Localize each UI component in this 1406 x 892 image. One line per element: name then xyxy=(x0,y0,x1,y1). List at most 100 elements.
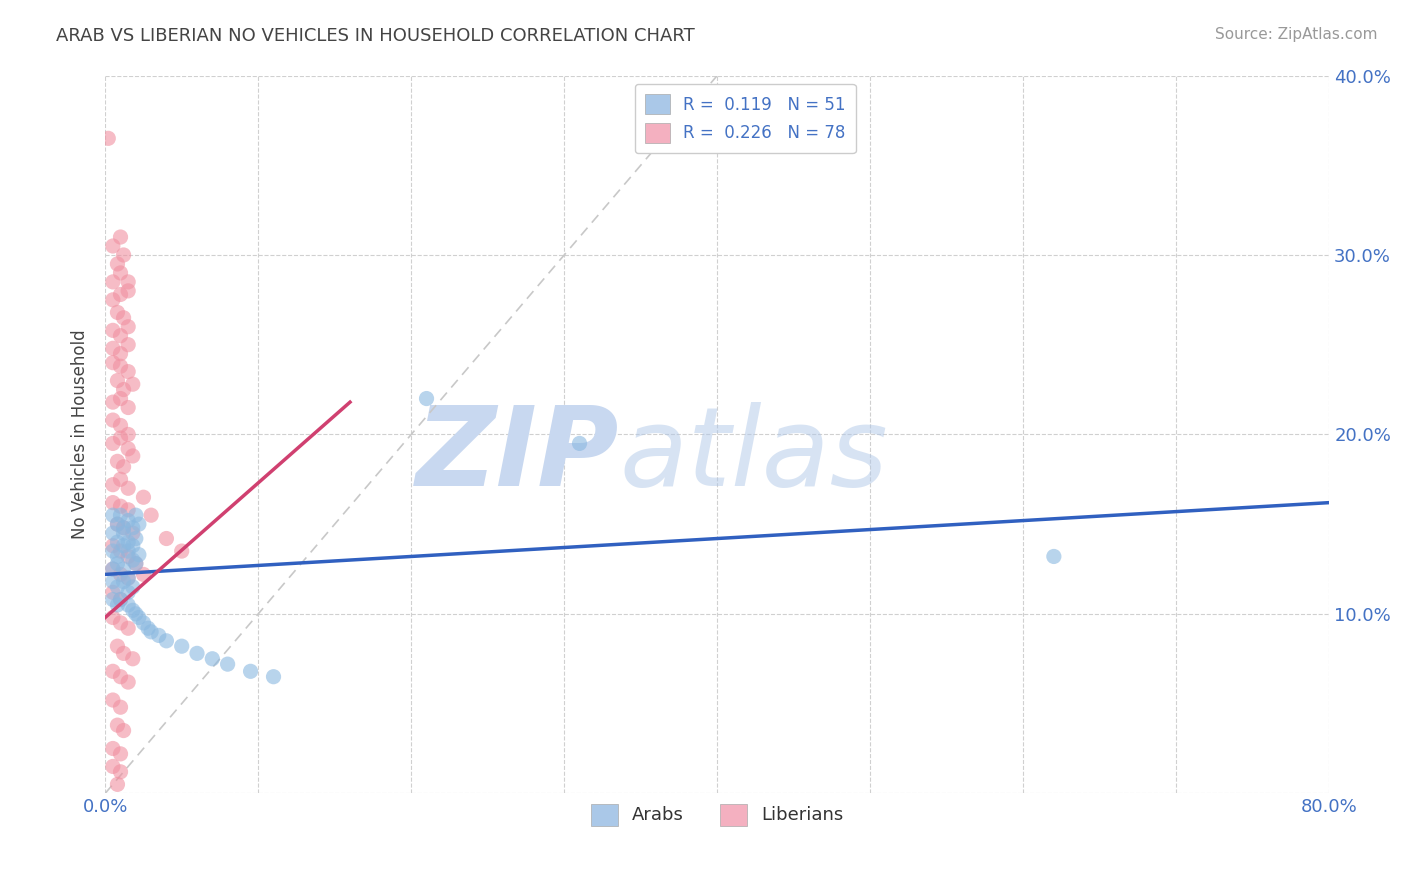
Point xyxy=(110,431,132,445)
Point xyxy=(139,508,162,523)
Point xyxy=(125,607,148,621)
Point xyxy=(101,585,124,599)
Point xyxy=(112,521,135,535)
Point xyxy=(170,639,193,653)
Point xyxy=(110,670,132,684)
Point xyxy=(110,266,132,280)
Point xyxy=(170,544,193,558)
Point xyxy=(101,395,124,409)
Point xyxy=(117,675,139,690)
Point xyxy=(107,549,129,564)
Point xyxy=(107,718,129,732)
Point xyxy=(121,539,143,553)
Point xyxy=(101,477,124,491)
Point xyxy=(121,449,143,463)
Point xyxy=(110,615,132,630)
Point xyxy=(121,526,143,541)
Point xyxy=(112,646,135,660)
Point xyxy=(136,621,159,635)
Point xyxy=(121,521,143,535)
Point xyxy=(110,567,132,582)
Point xyxy=(107,517,129,532)
Point xyxy=(121,652,143,666)
Point xyxy=(101,665,124,679)
Point xyxy=(101,592,124,607)
Point xyxy=(1043,549,1066,564)
Point xyxy=(101,526,124,541)
Point xyxy=(217,657,239,672)
Point xyxy=(101,323,124,337)
Point xyxy=(155,633,177,648)
Point xyxy=(101,356,124,370)
Point xyxy=(148,628,170,642)
Point xyxy=(112,562,135,576)
Point xyxy=(107,305,129,319)
Point xyxy=(107,639,129,653)
Point xyxy=(101,562,124,576)
Point xyxy=(117,544,139,558)
Point xyxy=(117,337,139,351)
Point xyxy=(110,328,132,343)
Point xyxy=(121,553,143,567)
Point xyxy=(117,585,139,599)
Point xyxy=(110,347,132,361)
Point xyxy=(128,610,150,624)
Point xyxy=(117,571,139,585)
Legend: Arabs, Liberians: Arabs, Liberians xyxy=(582,795,853,835)
Point xyxy=(101,539,124,553)
Point xyxy=(117,535,139,549)
Point xyxy=(415,392,437,406)
Point xyxy=(117,514,139,528)
Point xyxy=(186,646,208,660)
Point xyxy=(110,747,132,761)
Point xyxy=(107,598,129,612)
Point xyxy=(101,574,124,589)
Point xyxy=(101,495,124,509)
Point xyxy=(110,592,132,607)
Point xyxy=(101,544,124,558)
Point xyxy=(121,580,143,594)
Point xyxy=(110,700,132,714)
Point xyxy=(125,532,148,546)
Point xyxy=(128,548,150,562)
Point xyxy=(110,500,132,514)
Point xyxy=(112,723,135,738)
Point xyxy=(101,759,124,773)
Point xyxy=(110,592,132,607)
Point xyxy=(117,319,139,334)
Point xyxy=(101,293,124,307)
Point xyxy=(110,287,132,301)
Point xyxy=(117,442,139,456)
Point xyxy=(101,436,124,450)
Point xyxy=(117,275,139,289)
Point xyxy=(121,377,143,392)
Point xyxy=(117,365,139,379)
Point xyxy=(107,517,129,532)
Text: ARAB VS LIBERIAN NO VEHICLES IN HOUSEHOLD CORRELATION CHART: ARAB VS LIBERIAN NO VEHICLES IN HOUSEHOL… xyxy=(56,27,695,45)
Point xyxy=(117,621,139,635)
Point xyxy=(112,539,135,553)
Point xyxy=(201,652,224,666)
Point xyxy=(101,693,124,707)
Point xyxy=(107,535,129,549)
Point xyxy=(128,517,150,532)
Point xyxy=(107,557,129,571)
Point xyxy=(117,401,139,415)
Point xyxy=(101,741,124,756)
Point xyxy=(101,275,124,289)
Point xyxy=(132,567,155,582)
Point xyxy=(139,624,162,639)
Point xyxy=(117,427,139,442)
Point xyxy=(107,374,129,388)
Point xyxy=(112,521,135,535)
Point xyxy=(110,359,132,374)
Point xyxy=(117,598,139,612)
Point xyxy=(101,341,124,355)
Point xyxy=(101,508,124,523)
Point xyxy=(132,490,155,504)
Point xyxy=(117,481,139,495)
Point xyxy=(117,503,139,517)
Point xyxy=(110,230,132,244)
Point xyxy=(110,544,132,558)
Point xyxy=(125,508,148,523)
